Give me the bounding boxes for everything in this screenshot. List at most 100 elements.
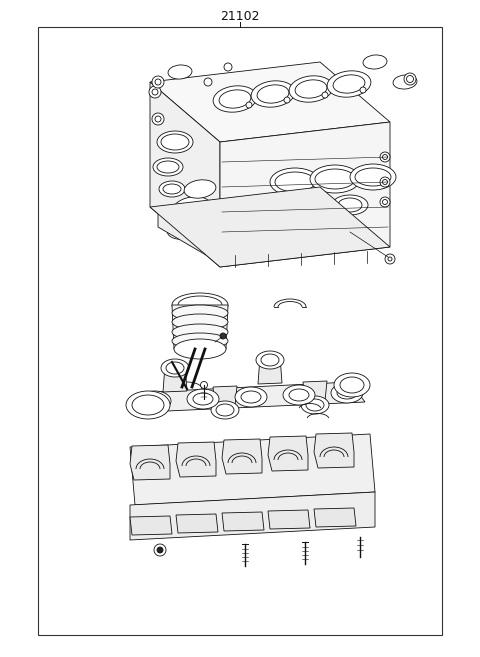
Ellipse shape <box>145 395 165 407</box>
Circle shape <box>154 544 166 556</box>
Ellipse shape <box>193 393 213 405</box>
Ellipse shape <box>172 305 228 321</box>
Circle shape <box>155 79 161 85</box>
Circle shape <box>380 197 390 207</box>
Circle shape <box>360 87 366 93</box>
Circle shape <box>201 382 207 388</box>
Ellipse shape <box>337 387 357 399</box>
Ellipse shape <box>251 81 295 107</box>
Ellipse shape <box>184 180 216 198</box>
Circle shape <box>380 177 390 187</box>
Polygon shape <box>268 436 308 471</box>
Circle shape <box>204 78 212 86</box>
Circle shape <box>383 154 387 160</box>
Circle shape <box>152 76 164 88</box>
Ellipse shape <box>216 404 234 416</box>
Ellipse shape <box>289 389 309 401</box>
Ellipse shape <box>256 351 284 369</box>
Ellipse shape <box>241 391 261 403</box>
Ellipse shape <box>257 85 289 103</box>
Polygon shape <box>145 382 365 412</box>
Ellipse shape <box>172 333 228 349</box>
Ellipse shape <box>213 86 257 112</box>
Polygon shape <box>258 356 282 384</box>
Circle shape <box>224 63 232 71</box>
Ellipse shape <box>168 65 192 79</box>
Ellipse shape <box>261 354 279 366</box>
Polygon shape <box>176 514 218 533</box>
Ellipse shape <box>315 169 355 189</box>
Ellipse shape <box>350 164 396 190</box>
Ellipse shape <box>139 391 171 411</box>
Ellipse shape <box>270 168 320 196</box>
Circle shape <box>380 152 390 162</box>
Ellipse shape <box>295 80 327 98</box>
Ellipse shape <box>174 339 226 359</box>
Circle shape <box>388 257 392 261</box>
Polygon shape <box>268 510 310 529</box>
Ellipse shape <box>275 172 315 192</box>
Polygon shape <box>163 364 187 392</box>
Circle shape <box>157 547 163 553</box>
Ellipse shape <box>163 184 181 194</box>
Ellipse shape <box>178 296 222 314</box>
Ellipse shape <box>393 75 417 89</box>
Ellipse shape <box>301 396 329 414</box>
Circle shape <box>383 179 387 185</box>
Ellipse shape <box>172 324 228 340</box>
Circle shape <box>246 102 252 108</box>
Polygon shape <box>314 433 354 468</box>
Ellipse shape <box>355 168 391 186</box>
Ellipse shape <box>172 196 212 221</box>
Ellipse shape <box>340 377 364 393</box>
Ellipse shape <box>187 389 219 409</box>
Circle shape <box>383 200 387 204</box>
Circle shape <box>155 116 161 122</box>
Ellipse shape <box>167 219 203 239</box>
Circle shape <box>220 333 226 339</box>
Circle shape <box>284 97 290 103</box>
Polygon shape <box>130 492 375 540</box>
Ellipse shape <box>172 382 202 396</box>
Ellipse shape <box>235 387 267 407</box>
Polygon shape <box>222 439 262 474</box>
Polygon shape <box>150 187 390 267</box>
Polygon shape <box>314 508 356 527</box>
Ellipse shape <box>332 195 368 215</box>
Ellipse shape <box>157 161 179 173</box>
Ellipse shape <box>132 395 164 415</box>
Ellipse shape <box>338 198 362 212</box>
Polygon shape <box>130 516 172 535</box>
Ellipse shape <box>159 181 185 197</box>
Circle shape <box>407 76 413 83</box>
Polygon shape <box>130 445 170 480</box>
Circle shape <box>322 92 328 98</box>
Circle shape <box>149 86 161 98</box>
Polygon shape <box>172 305 228 349</box>
Circle shape <box>404 73 416 85</box>
Ellipse shape <box>333 75 365 93</box>
Polygon shape <box>176 442 216 477</box>
Polygon shape <box>213 386 237 407</box>
Ellipse shape <box>153 158 183 176</box>
Circle shape <box>152 89 158 95</box>
Ellipse shape <box>166 362 184 374</box>
Ellipse shape <box>211 401 239 419</box>
Ellipse shape <box>161 134 189 150</box>
Circle shape <box>385 254 395 264</box>
Polygon shape <box>222 512 264 531</box>
Ellipse shape <box>310 165 360 193</box>
Polygon shape <box>150 62 390 142</box>
Polygon shape <box>130 434 375 505</box>
Ellipse shape <box>161 359 189 377</box>
Ellipse shape <box>331 383 363 403</box>
Ellipse shape <box>327 71 371 97</box>
Ellipse shape <box>126 391 170 419</box>
Ellipse shape <box>363 55 387 69</box>
Circle shape <box>152 113 164 125</box>
Ellipse shape <box>289 76 333 102</box>
Polygon shape <box>150 82 220 267</box>
Ellipse shape <box>172 293 228 317</box>
Ellipse shape <box>172 314 228 330</box>
Text: 21102: 21102 <box>220 9 260 22</box>
